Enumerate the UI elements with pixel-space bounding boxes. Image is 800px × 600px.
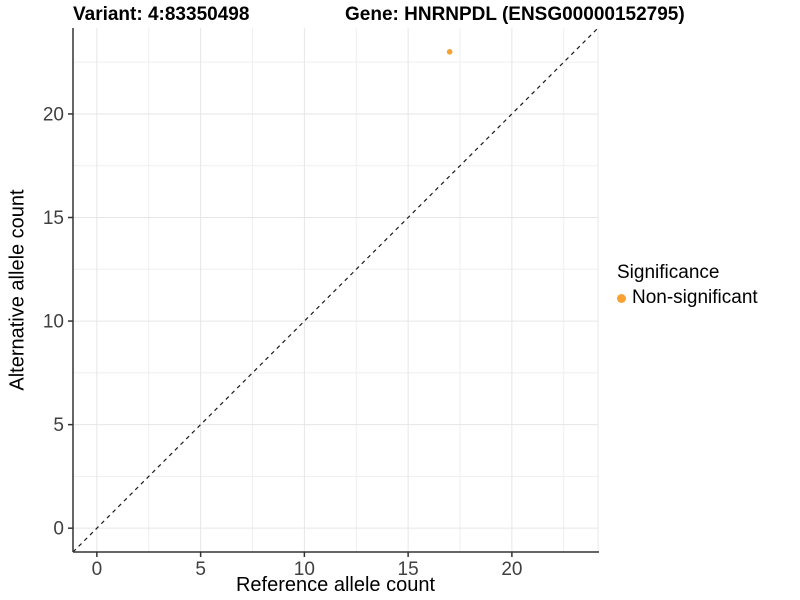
y-tick-label: 20 — [43, 104, 64, 125]
gene-title: Gene: HNRNPDL (ENSG00000152795) — [345, 4, 685, 25]
y-tick-label: 0 — [53, 519, 64, 540]
legend: Significance Non-significant — [617, 262, 758, 309]
legend-title: Significance — [617, 262, 720, 283]
y-tick-label: 10 — [43, 312, 64, 333]
x-tick-label: 0 — [92, 559, 103, 580]
variant-title: Variant: 4:83350498 — [73, 4, 250, 25]
x-tick-label: 20 — [501, 559, 522, 580]
x-tick-label: 15 — [398, 559, 419, 580]
x-axis-title: Reference allele count — [235, 574, 435, 596]
legend-point-icon — [617, 293, 626, 303]
x-tick-label: 5 — [195, 559, 206, 580]
data-point — [446, 49, 453, 55]
y-axis-title: Alternative allele count — [6, 189, 29, 391]
legend-item: Non-significant — [617, 287, 758, 309]
y-tick-label: 5 — [53, 415, 64, 436]
legend-item-label: Non-significant — [632, 287, 758, 308]
x-tick-label: 10 — [294, 559, 315, 580]
identity-dashed-line — [72, 27, 599, 553]
y-tick-label: 15 — [43, 208, 64, 229]
